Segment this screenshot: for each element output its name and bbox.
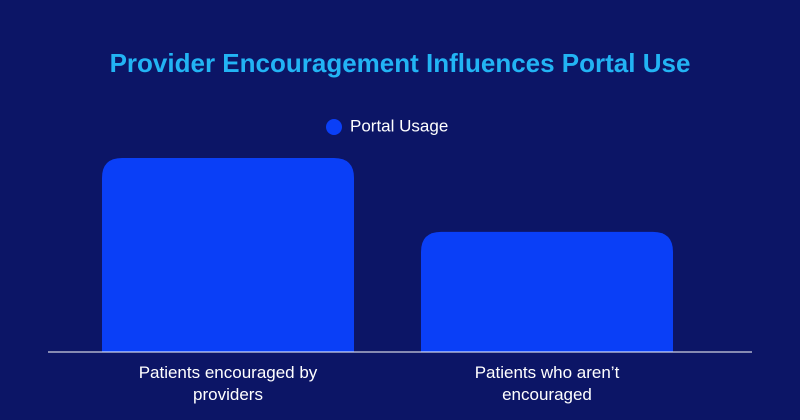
- chart-title: Provider Encouragement Influences Portal…: [110, 48, 691, 78]
- legend-swatch: [326, 119, 342, 135]
- bar: [102, 157, 354, 352]
- legend-label: Portal Usage: [350, 116, 448, 135]
- x-tick-label: Patients encouraged by providers: [138, 363, 318, 404]
- x-tick-label: Patients who aren’t encouraged: [474, 363, 620, 404]
- bar: [421, 231, 673, 352]
